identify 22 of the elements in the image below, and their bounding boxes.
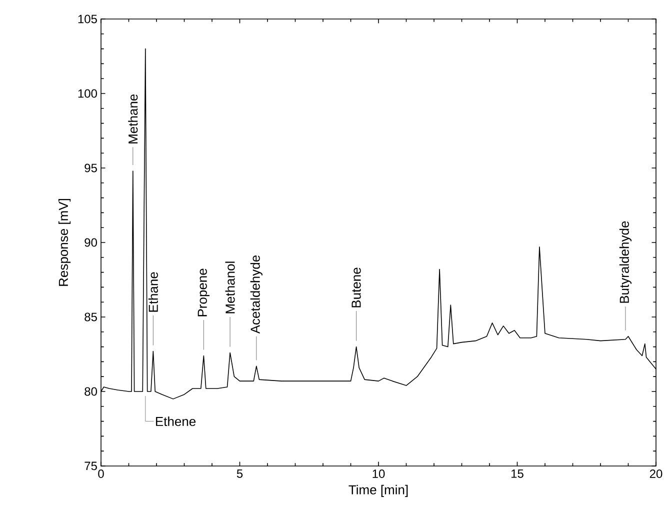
annotation: Butyraldehyde bbox=[619, 221, 632, 303]
y-tick-label: 75 bbox=[84, 462, 97, 470]
x-tick-label: 5 bbox=[236, 470, 243, 478]
y-tick-label: 90 bbox=[84, 238, 98, 247]
x-tick-label: 15 bbox=[511, 470, 524, 478]
annotation: Acetaldehyde bbox=[250, 255, 262, 334]
annotation: Ethane bbox=[148, 272, 158, 312]
annotation: Propene bbox=[198, 268, 210, 316]
y-axis-title: Response [mV] bbox=[58, 199, 71, 286]
y-tick-label: 95 bbox=[84, 164, 97, 172]
x-tick-label: 20 bbox=[650, 470, 662, 478]
annotation: Ethene bbox=[156, 416, 196, 426]
annotation: Butene bbox=[352, 268, 361, 308]
annotation: Methanol bbox=[225, 262, 235, 314]
y-tick-label: 105 bbox=[78, 14, 97, 24]
y-tick-label: 80 bbox=[84, 387, 98, 396]
y-tick-label: 100 bbox=[78, 89, 98, 98]
annotation: Methane bbox=[128, 94, 138, 144]
x-tick-label: 10 bbox=[372, 470, 385, 478]
x-axis-title: Time [min] bbox=[348, 484, 408, 497]
x-tick-label: 0 bbox=[98, 470, 104, 478]
y-tick-label: 85 bbox=[84, 312, 97, 322]
